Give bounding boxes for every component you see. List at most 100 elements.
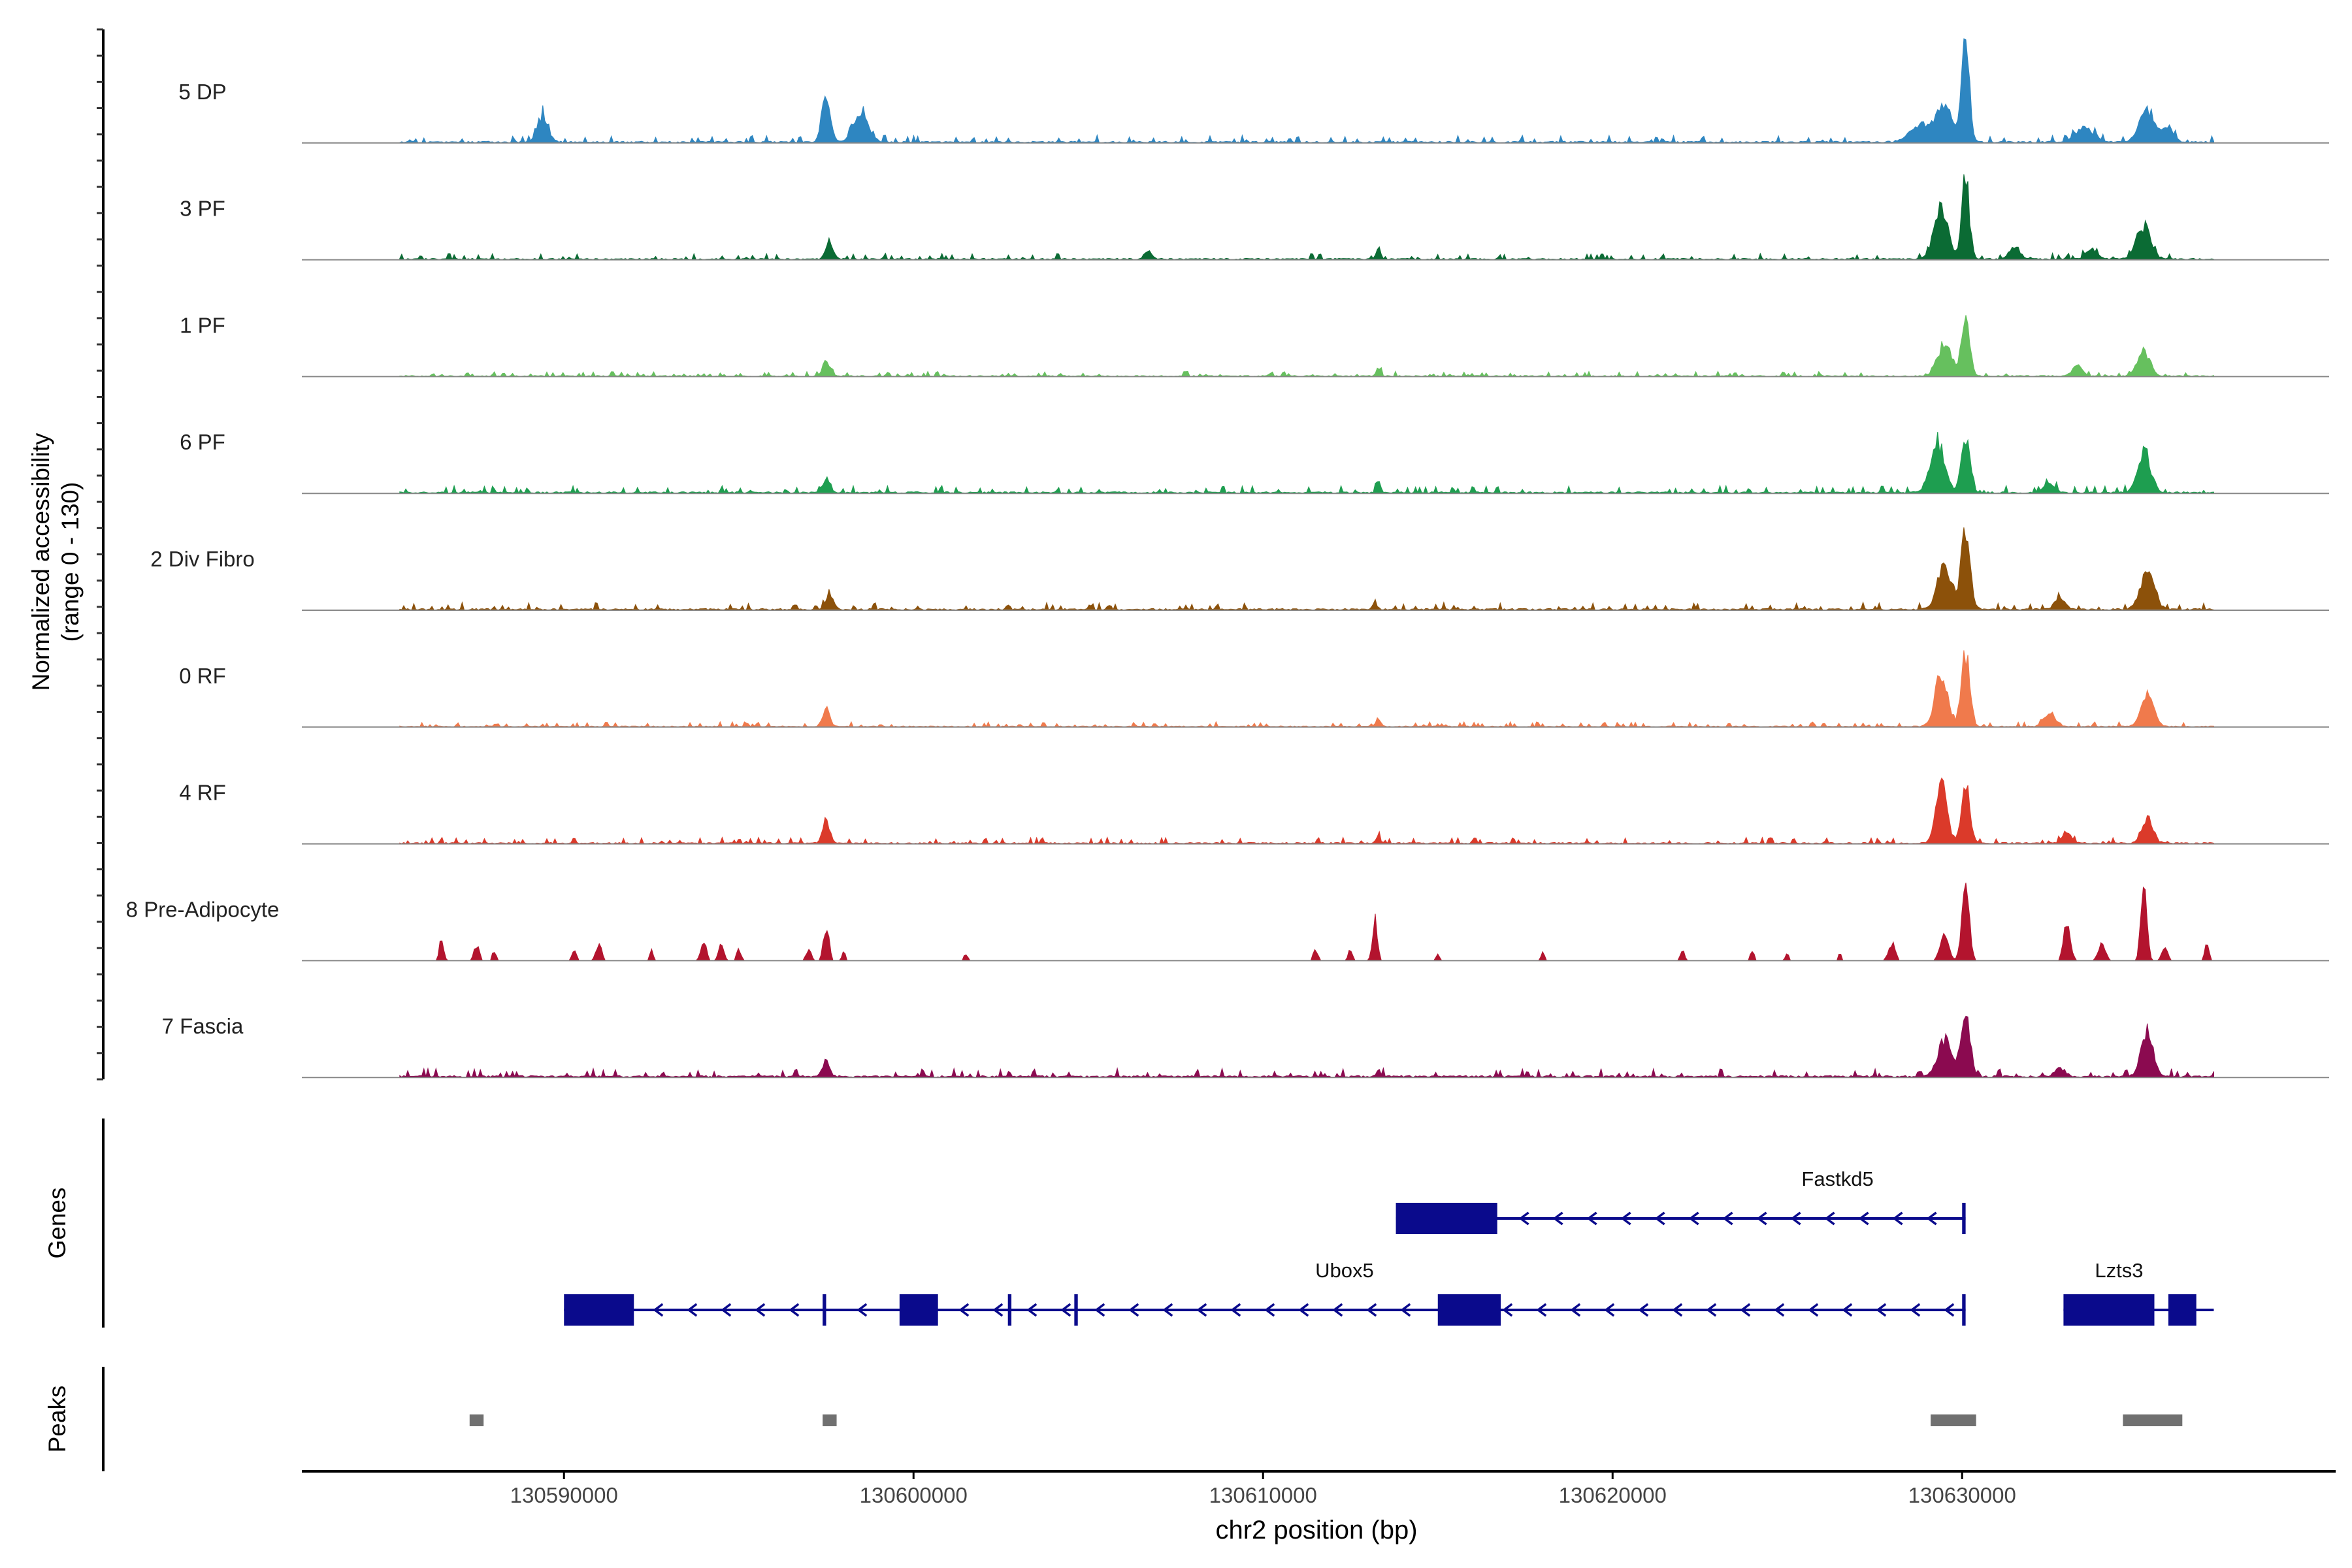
coverage-area <box>399 174 2214 261</box>
genes-section-label: Genes <box>44 1187 71 1258</box>
coverage-area <box>399 38 2214 144</box>
track-label: 4 RF <box>179 781 226 805</box>
gene-annotation-track: Fastkd5 Ubox5 Lzts3 <box>564 1168 2214 1326</box>
strand-arrow <box>1892 1211 1903 1226</box>
coverage-area <box>399 882 2214 961</box>
x-tick-label: 130590000 <box>510 1483 618 1507</box>
strand-arrow <box>1774 1303 1785 1317</box>
strand-arrow <box>1264 1303 1275 1317</box>
track-label: 1 PF <box>180 313 225 337</box>
strand-arrow <box>1230 1303 1241 1317</box>
strand-arrow <box>857 1303 868 1317</box>
peak-region <box>2123 1414 2183 1426</box>
track-5-dp <box>302 38 2329 144</box>
track-label: 2 Div Fibro <box>150 547 255 571</box>
track-label: 6 PF <box>180 430 225 454</box>
gene-label: Lzts3 <box>2095 1259 2143 1282</box>
x-axis: 130590000 130600000 130610000 130620000 1306… <box>302 1470 2336 1507</box>
exon <box>1962 1203 1966 1234</box>
strand-arrow <box>1638 1303 1649 1317</box>
strand-arrow <box>1944 1303 1955 1317</box>
exon <box>2063 1294 2155 1326</box>
strand-arrow <box>653 1303 664 1317</box>
gene-label: Ubox5 <box>1315 1259 1374 1282</box>
exon <box>823 1294 826 1326</box>
strand-arrow <box>1620 1211 1631 1226</box>
gene-lzts3: Lzts3 <box>2063 1259 2214 1326</box>
x-tick-label: 130630000 <box>1908 1483 2016 1507</box>
gene-ubox5: Ubox5 <box>564 1259 1966 1326</box>
track-1-pf <box>302 315 2329 378</box>
strand-arrow <box>1910 1303 1921 1317</box>
y-axis-title-line1: Normalized accessibility <box>27 433 54 691</box>
exon <box>1074 1294 1078 1326</box>
strand-arrow <box>1876 1303 1887 1317</box>
exon <box>564 1294 634 1326</box>
strand-arrow <box>1858 1211 1869 1226</box>
strand-arrow <box>1400 1303 1411 1317</box>
coverage-area <box>399 527 2214 611</box>
coverage-area <box>399 315 2214 378</box>
strand-arrow <box>1688 1211 1699 1226</box>
strand-arrow <box>1162 1303 1173 1317</box>
peaks-track <box>469 1414 2183 1426</box>
strand-arrow <box>1740 1303 1751 1317</box>
peak-region <box>823 1414 837 1426</box>
peaks-section-label: Peaks <box>44 1386 71 1453</box>
x-tick-label: 130600000 <box>860 1483 968 1507</box>
track-label: 3 PF <box>180 197 225 221</box>
exon <box>1962 1294 1966 1326</box>
y-axis-title-line2: (range 0 - 130) <box>57 482 84 642</box>
strand-arrow <box>1536 1303 1547 1317</box>
track-2-div-fibro <box>302 527 2329 611</box>
x-axis-title: chr2 position (bp) <box>1215 1516 1417 1544</box>
strand-arrow <box>1298 1303 1309 1317</box>
coverage-tracks <box>302 38 2329 1079</box>
strand-arrow <box>1756 1211 1767 1226</box>
track-3-pf <box>302 174 2329 261</box>
gene-label: Fastkd5 <box>1801 1168 1873 1190</box>
track-label: 8 Pre-Adipocyte <box>126 897 280 921</box>
track-4-rf <box>302 777 2329 845</box>
exon <box>2168 1294 2197 1326</box>
strand-arrow <box>1366 1303 1377 1317</box>
strand-arrow <box>1094 1303 1105 1317</box>
strand-arrow <box>1842 1303 1853 1317</box>
exon <box>1007 1294 1012 1326</box>
strand-arrow <box>687 1303 698 1317</box>
strand-arrow <box>992 1303 1004 1317</box>
exon <box>1396 1203 1497 1234</box>
strand-arrow <box>1790 1211 1801 1226</box>
strand-arrow <box>1552 1211 1563 1226</box>
strand-arrow <box>1604 1303 1615 1317</box>
gene-fastkd5: Fastkd5 <box>1396 1168 1966 1234</box>
track-label: 0 RF <box>179 664 226 688</box>
strand-arrow <box>1570 1303 1581 1317</box>
track-6-pf <box>302 432 2329 495</box>
track-7-fascia <box>302 1015 2329 1079</box>
strand-arrow <box>1586 1211 1597 1226</box>
coverage-area <box>399 1015 2214 1079</box>
strand-arrow <box>1808 1303 1819 1317</box>
y-axis <box>97 28 105 1081</box>
strand-arrow <box>1332 1303 1343 1317</box>
strand-arrow <box>1060 1303 1071 1317</box>
strand-arrow <box>789 1303 800 1317</box>
x-tick-label: 130620000 <box>1559 1483 1667 1507</box>
strand-arrow <box>958 1303 970 1317</box>
track-label: 5 DP <box>178 80 226 104</box>
strand-arrow <box>721 1303 732 1317</box>
strand-arrow <box>1824 1211 1835 1226</box>
coverage-area <box>399 650 2214 728</box>
strand-arrow <box>1722 1211 1733 1226</box>
track-0-rf <box>302 650 2329 728</box>
coverage-area <box>399 777 2214 845</box>
coverage-area <box>399 432 2214 495</box>
strand-arrow <box>1706 1303 1717 1317</box>
track-labels: 5 DP 3 PF 1 PF 6 PF 2 Div Fibro 0 RF 4 RF 8 Pre… <box>126 80 280 1038</box>
exon <box>899 1294 938 1326</box>
track-label: 7 Fascia <box>162 1014 244 1038</box>
strand-arrow <box>1196 1303 1207 1317</box>
peak-region <box>469 1414 484 1426</box>
